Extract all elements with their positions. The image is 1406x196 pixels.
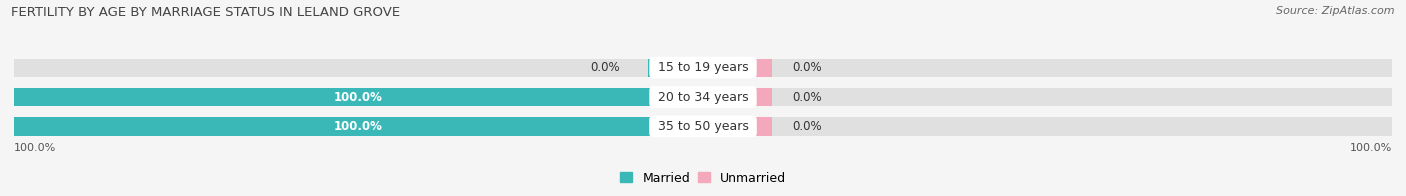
Text: 100.0%: 100.0%	[335, 120, 382, 133]
Bar	[703, 117, 772, 136]
Bar	[14, 59, 1392, 77]
Text: 0.0%: 0.0%	[793, 120, 823, 133]
Text: 100.0%: 100.0%	[335, 91, 382, 103]
Text: 20 to 34 years: 20 to 34 years	[654, 91, 752, 103]
Bar	[14, 88, 703, 106]
Text: FERTILITY BY AGE BY MARRIAGE STATUS IN LELAND GROVE: FERTILITY BY AGE BY MARRIAGE STATUS IN L…	[11, 6, 401, 19]
Bar	[648, 59, 703, 77]
Text: 100.0%: 100.0%	[14, 143, 56, 153]
Text: 0.0%: 0.0%	[793, 91, 823, 103]
Text: 0.0%: 0.0%	[793, 61, 823, 74]
Text: 0.0%: 0.0%	[591, 61, 620, 74]
Bar	[14, 117, 703, 136]
Legend: Married, Unmarried: Married, Unmarried	[614, 167, 792, 190]
Bar	[14, 88, 1392, 106]
Bar	[14, 117, 1392, 136]
Text: Source: ZipAtlas.com: Source: ZipAtlas.com	[1277, 6, 1395, 16]
Text: 15 to 19 years: 15 to 19 years	[654, 61, 752, 74]
Text: 100.0%: 100.0%	[1350, 143, 1392, 153]
Bar	[703, 59, 772, 77]
Bar	[703, 88, 772, 106]
Text: 35 to 50 years: 35 to 50 years	[654, 120, 752, 133]
